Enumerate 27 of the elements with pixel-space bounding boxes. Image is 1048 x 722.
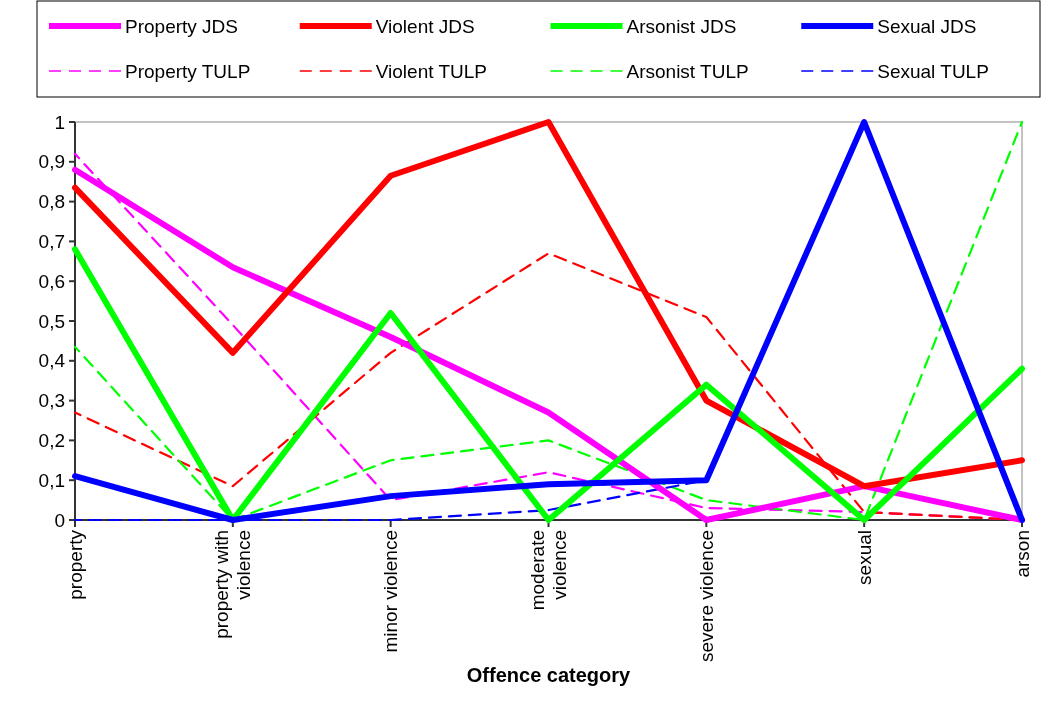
legend-label: Sexual TULP (877, 60, 989, 82)
x-tick-label: property (64, 529, 86, 600)
y-tick-label: 1 (54, 111, 65, 133)
y-tick-label: 0,7 (38, 231, 65, 253)
y-tick-label: 0,1 (38, 469, 65, 491)
y-tick-label: 0,3 (38, 390, 65, 412)
legend-label: Violent TULP (375, 60, 488, 82)
legend-label: Violent JDS (375, 15, 475, 37)
y-tick-label: 0,6 (38, 270, 65, 292)
y-tick-label: 0,4 (38, 350, 66, 372)
legend-label: Sexual JDS (877, 15, 977, 37)
x-tick-label: severe violence (695, 530, 717, 663)
legend-label: Property TULP (125, 60, 251, 82)
x-tick-label: sexual (853, 530, 875, 585)
x-tick-label: arson (1011, 530, 1033, 578)
y-tick-label: 0,5 (38, 310, 65, 332)
x-tick-label: property with violence (211, 530, 255, 639)
y-tick-label: 0 (54, 509, 65, 531)
y-tick-label: 0,9 (38, 151, 65, 173)
x-axis-title: Offence category (466, 664, 632, 686)
x-tick-label: moderate violence (527, 530, 570, 611)
legend-label: Arsonist JDS (626, 15, 737, 37)
y-tick-label: 0,8 (38, 191, 65, 213)
x-tick-label: minor violence (380, 530, 402, 653)
legend-label: Arsonist TULP (626, 60, 749, 82)
y-tick-label: 0,2 (38, 430, 65, 452)
legend-label: Property JDS (125, 15, 238, 37)
